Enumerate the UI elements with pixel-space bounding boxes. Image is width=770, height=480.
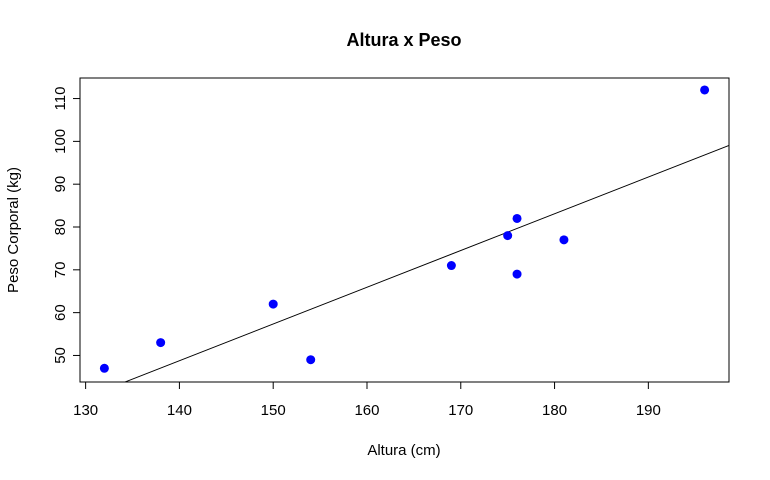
data-point-5 bbox=[446, 261, 456, 271]
regression-line bbox=[124, 144, 730, 383]
y-tick-label: 70 bbox=[52, 261, 69, 278]
x-tick-label: 170 bbox=[448, 402, 473, 419]
data-point-2 bbox=[156, 338, 166, 348]
plot-area bbox=[99, 85, 730, 383]
y-tick-label: 100 bbox=[52, 129, 69, 154]
y-tick-label: 80 bbox=[52, 219, 69, 236]
x-tick-label: 180 bbox=[542, 402, 567, 419]
y-axis-label: Peso Corporal (kg) bbox=[5, 167, 22, 293]
data-point-6 bbox=[503, 231, 513, 241]
x-tick-label: 190 bbox=[636, 402, 661, 419]
x-tick-label: 140 bbox=[167, 402, 192, 419]
chart-title: Altura x Peso bbox=[346, 30, 461, 50]
y-tick-label: 110 bbox=[52, 87, 69, 111]
data-point-7 bbox=[512, 213, 522, 223]
data-point-8 bbox=[512, 269, 522, 279]
x-tick-label: 160 bbox=[354, 402, 379, 419]
x-axis: 130 140 150 160 170 180 190 bbox=[73, 381, 661, 419]
x-tick-label: 130 bbox=[73, 402, 98, 419]
data-point-3 bbox=[268, 299, 278, 309]
data-point-9 bbox=[559, 235, 569, 245]
y-tick-label: 50 bbox=[52, 347, 69, 364]
data-point-1 bbox=[99, 363, 109, 373]
y-tick-label: 60 bbox=[52, 304, 69, 321]
plot-area-frame bbox=[79, 77, 730, 383]
data-point-4 bbox=[306, 355, 316, 365]
y-tick-label: 90 bbox=[52, 176, 69, 193]
x-axis-label: Altura (cm) bbox=[367, 442, 440, 459]
data-point-10 bbox=[700, 85, 710, 95]
x-tick-label: 150 bbox=[261, 402, 286, 419]
data-points bbox=[99, 85, 710, 373]
y-axis: 50 60 70 80 90 100 110 bbox=[52, 87, 81, 364]
